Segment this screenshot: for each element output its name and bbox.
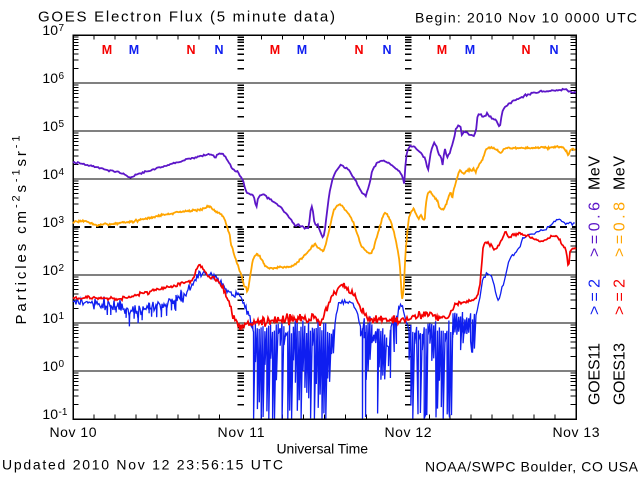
svg-text:GOES13: GOES13 bbox=[612, 343, 629, 405]
svg-text:Particles cm-2s-1sr-1: Particles cm-2s-1sr-1 bbox=[11, 136, 31, 325]
svg-text:M: M bbox=[465, 43, 475, 57]
svg-text:N: N bbox=[382, 43, 391, 57]
svg-text:GOES11: GOES11 bbox=[587, 343, 604, 405]
svg-text:MeV: MeV bbox=[587, 156, 604, 190]
svg-text:3: 3 bbox=[59, 215, 65, 226]
svg-text:-1: -1 bbox=[59, 407, 68, 418]
svg-text:0: 0 bbox=[59, 359, 65, 370]
svg-text:Universal Time: Universal Time bbox=[277, 441, 369, 457]
svg-text:N: N bbox=[186, 43, 195, 57]
svg-text:10: 10 bbox=[42, 358, 58, 374]
svg-text:4: 4 bbox=[59, 167, 65, 178]
svg-text:MeV: MeV bbox=[612, 156, 629, 190]
svg-text:10: 10 bbox=[42, 262, 58, 278]
svg-text:5: 5 bbox=[59, 119, 65, 130]
svg-text:10: 10 bbox=[42, 22, 58, 38]
svg-text:M: M bbox=[437, 43, 447, 57]
svg-text:10: 10 bbox=[42, 310, 58, 326]
svg-text:N: N bbox=[214, 43, 223, 57]
svg-text:M: M bbox=[270, 43, 280, 57]
svg-text:GOES Electron Flux (5 minute d: GOES Electron Flux (5 minute data) bbox=[38, 9, 335, 26]
svg-text:10: 10 bbox=[42, 118, 58, 134]
svg-text:6: 6 bbox=[59, 71, 65, 82]
svg-text:Nov 12: Nov 12 bbox=[385, 424, 432, 440]
svg-text:NOAA/SWPC Boulder, CO USA: NOAA/SWPC Boulder, CO USA bbox=[425, 459, 639, 475]
svg-text:N: N bbox=[521, 43, 530, 57]
svg-text:10: 10 bbox=[42, 214, 58, 230]
svg-text:10: 10 bbox=[42, 166, 58, 182]
svg-text:Nov 11: Nov 11 bbox=[218, 424, 265, 440]
svg-text:>=2: >=2 bbox=[587, 279, 604, 315]
svg-text:1: 1 bbox=[59, 311, 65, 322]
svg-text:M: M bbox=[129, 43, 139, 57]
svg-text:10: 10 bbox=[42, 406, 58, 422]
svg-text:>=0.6: >=0.6 bbox=[587, 202, 604, 257]
svg-text:Begin: 2010 Nov 10 0000 UTC: Begin: 2010 Nov 10 0000 UTC bbox=[415, 10, 637, 26]
svg-text:2: 2 bbox=[59, 263, 65, 274]
svg-text:M: M bbox=[297, 43, 307, 57]
svg-text:M: M bbox=[102, 43, 112, 57]
svg-text:Nov 13: Nov 13 bbox=[553, 424, 600, 440]
svg-text:10: 10 bbox=[42, 70, 58, 86]
svg-text:>=2: >=2 bbox=[612, 279, 629, 315]
svg-text:7: 7 bbox=[59, 23, 65, 34]
svg-text:>=0.8: >=0.8 bbox=[612, 202, 629, 257]
svg-text:Nov 10: Nov 10 bbox=[50, 424, 97, 440]
svg-text:N: N bbox=[354, 43, 363, 57]
svg-text:Updated 2010 Nov 12 23:56:15 U: Updated 2010 Nov 12 23:56:15 UTC bbox=[2, 457, 283, 473]
svg-text:N: N bbox=[549, 43, 558, 57]
